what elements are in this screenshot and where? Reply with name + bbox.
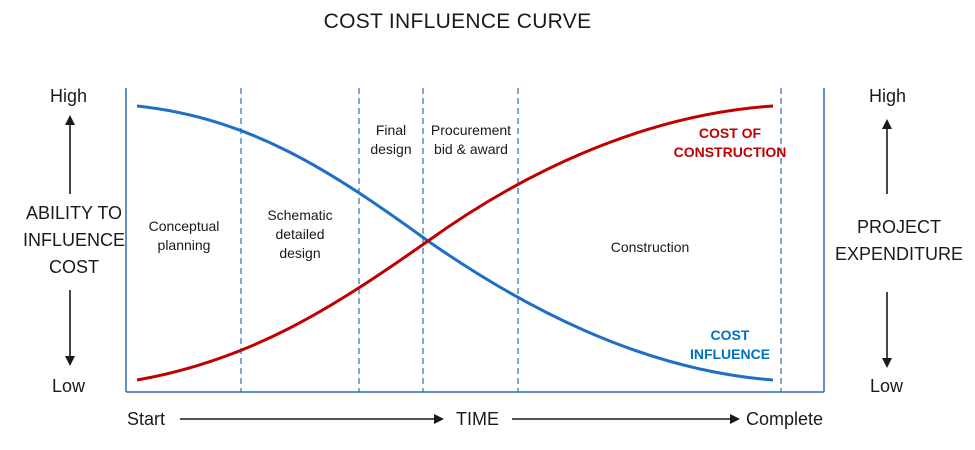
right-axis-label: PROJECT EXPENDITURE <box>830 214 968 268</box>
phase-label-procurement: Procurement bid & award <box>424 121 518 159</box>
time-start-label: Start <box>127 409 166 429</box>
time-end-label: Complete <box>746 409 824 429</box>
left-axis-label-line: COST <box>48 257 99 277</box>
phase-label-conceptual: Conceptual planning <box>132 217 236 255</box>
curve-label-line: COST <box>710 327 750 343</box>
curve-label-line: COST OF <box>698 125 762 141</box>
time-axis-label: TIME <box>456 409 499 429</box>
curve-label-line: CONSTRUCTION <box>673 144 787 160</box>
right-axis-label-line: PROJECT <box>856 217 941 237</box>
right-high-label: High <box>869 86 907 106</box>
left-axis-label: ABILITY TO INFLUENCE COST <box>14 200 134 281</box>
phase-label-line: Construction <box>610 239 690 255</box>
phase-label-line: detailed <box>275 226 325 242</box>
phase-label-line: Final <box>375 122 407 138</box>
curve-label-line: INFLUENCE <box>689 346 771 362</box>
phase-label-line: Procurement <box>430 122 512 138</box>
right-low-label: Low <box>870 376 904 396</box>
phase-label-construction: Construction <box>560 238 740 257</box>
cost-influence-label: COST INFLUENCE <box>670 326 790 364</box>
right-axis-label-line: EXPENDITURE <box>834 244 964 264</box>
left-low-label: Low <box>52 376 86 396</box>
phase-label-line: planning <box>157 237 211 253</box>
phase-label-line: design <box>370 141 412 157</box>
phase-label-line: bid & award <box>434 141 508 157</box>
phase-label-line: Schematic <box>267 207 333 223</box>
left-axis-label-line: ABILITY TO <box>25 203 123 223</box>
cost-of-construction-curve <box>136 104 774 382</box>
left-axis-label-line: INFLUENCE <box>22 230 125 250</box>
phase-label-final-design: Final design <box>360 121 422 159</box>
left-high-label: High <box>50 86 88 106</box>
phase-label-line: Conceptual <box>148 218 220 234</box>
phase-label-schematic: Schematic detailed design <box>248 206 352 263</box>
cost-of-construction-label: COST OF CONSTRUCTION <box>660 124 800 162</box>
phase-label-line: design <box>279 245 321 261</box>
diagram-title: COST INFLUENCE CURVE <box>323 10 592 33</box>
